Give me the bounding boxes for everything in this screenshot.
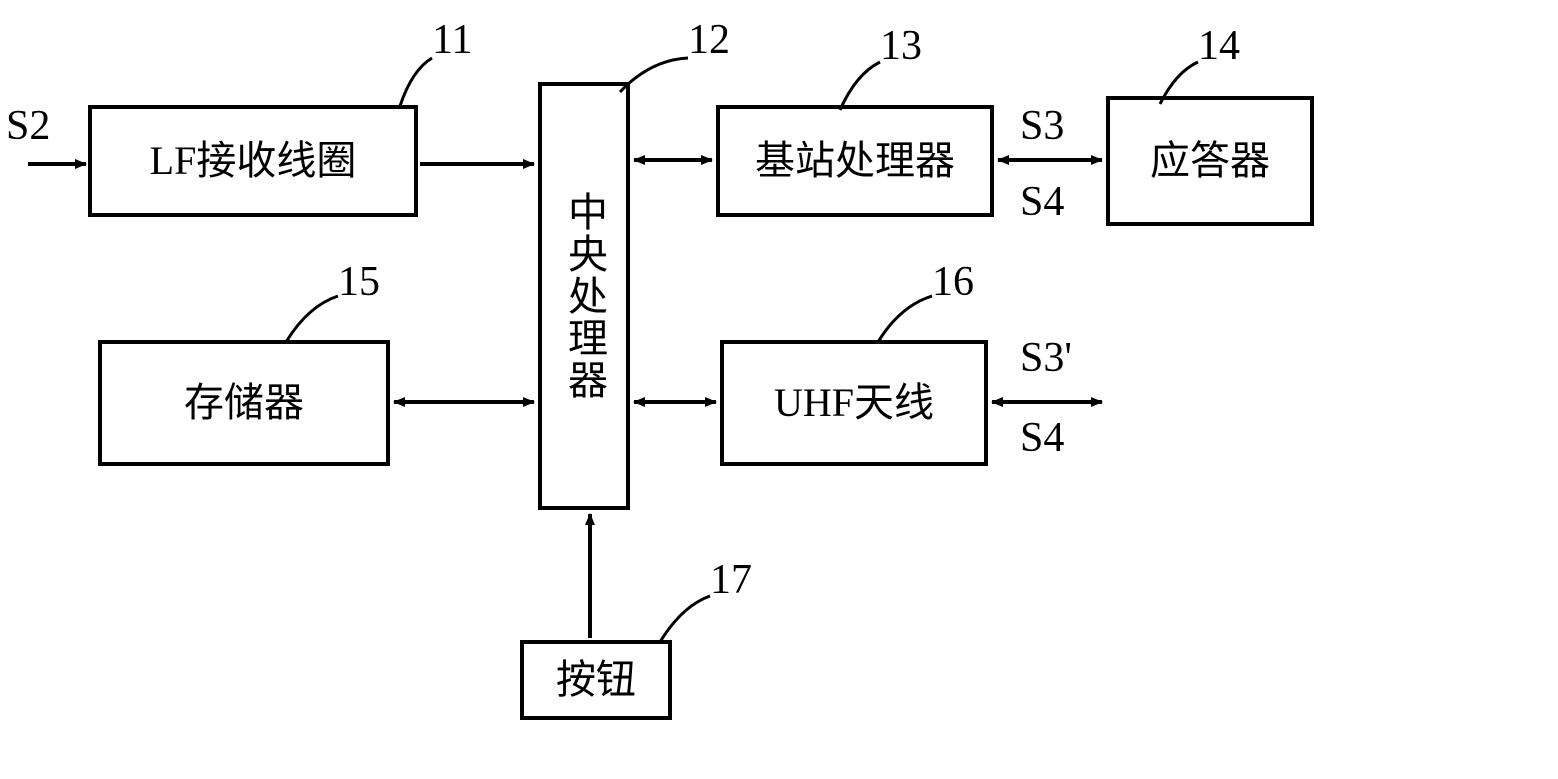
diagram-arrows: [0, 0, 1558, 779]
